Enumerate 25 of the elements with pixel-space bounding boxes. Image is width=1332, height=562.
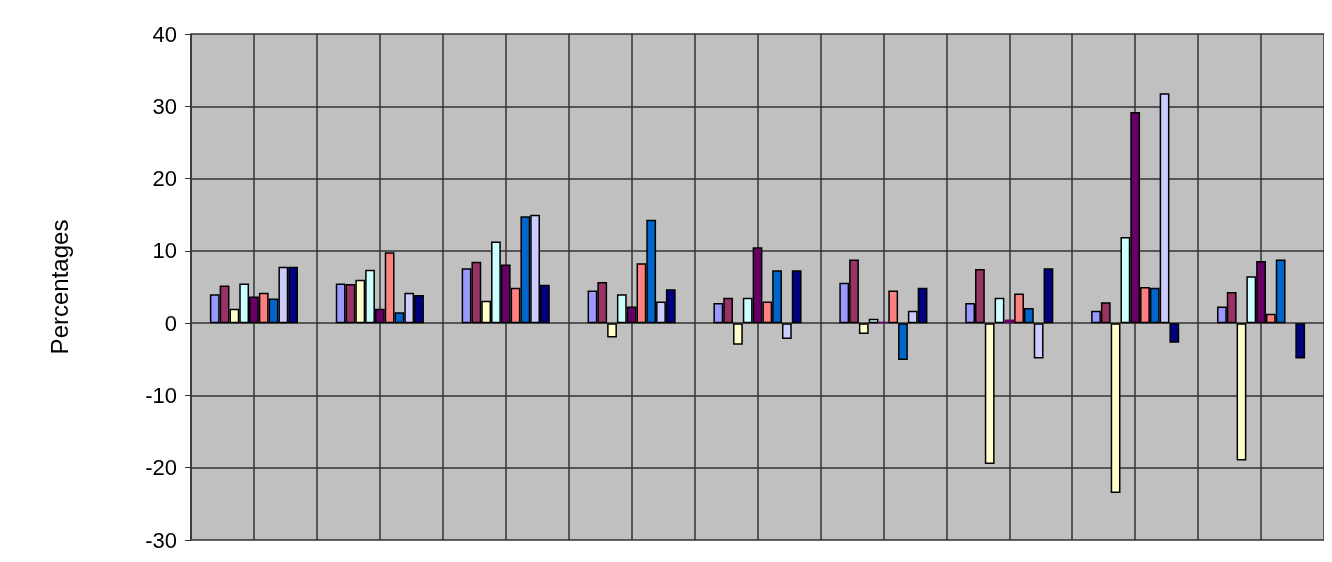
- y-tick-label: 20: [152, 166, 177, 192]
- y-tick-label: -10: [145, 382, 177, 408]
- bar: [888, 290, 899, 324]
- bar: [984, 323, 995, 465]
- bar: [1110, 323, 1121, 494]
- y-tick-label: 10: [152, 238, 177, 264]
- y-tick-label: 0: [164, 310, 177, 336]
- bar: [733, 323, 743, 345]
- bar: [791, 270, 802, 324]
- bar: [1169, 323, 1180, 343]
- bar: [1295, 323, 1306, 359]
- y-tick-label: -30: [145, 527, 177, 553]
- bar: [781, 323, 792, 340]
- bar: [858, 323, 869, 334]
- y-tick-label: 30: [152, 93, 177, 119]
- bar: [994, 297, 1005, 324]
- bar: [607, 323, 617, 338]
- bar: [1236, 323, 1247, 461]
- y-tick-label: -20: [145, 455, 177, 481]
- y-axis-title: Percentages: [45, 219, 73, 355]
- bar: [1033, 323, 1044, 359]
- y-tick-label: 40: [152, 21, 177, 47]
- bar: [1043, 268, 1054, 324]
- bar: [868, 318, 879, 324]
- bar: [898, 323, 908, 361]
